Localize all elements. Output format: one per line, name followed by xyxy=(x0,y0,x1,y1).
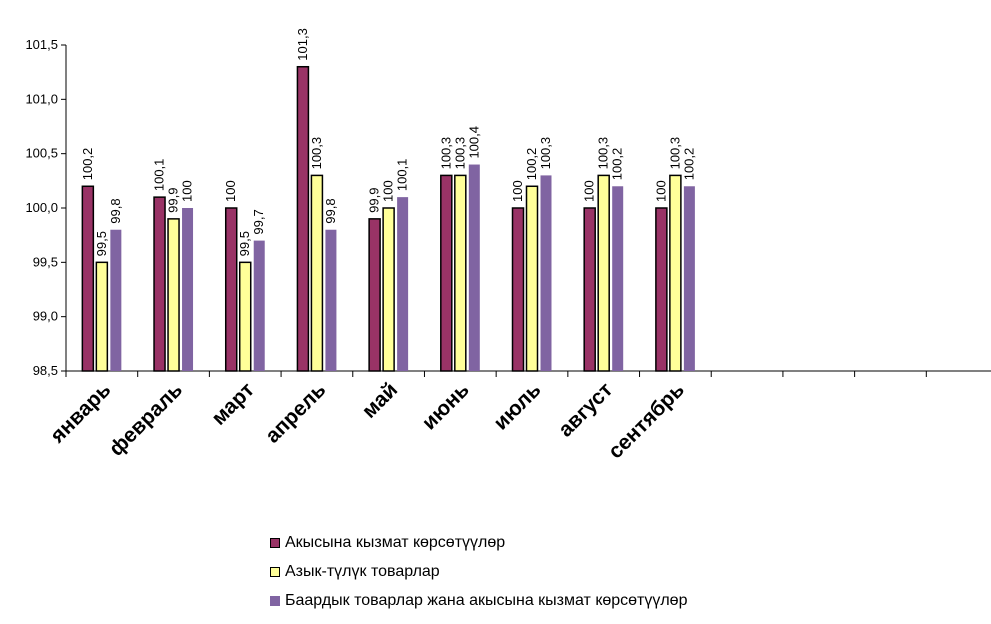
data-label: 99,5 xyxy=(237,231,252,256)
y-tick-label: 98,5 xyxy=(33,363,58,378)
data-label: 100 xyxy=(381,180,396,202)
y-tick-label: 101,5 xyxy=(25,37,58,52)
bar-series-2 xyxy=(525,185,539,372)
data-label: 100 xyxy=(223,180,238,202)
category-label: февраль xyxy=(105,378,187,460)
bar-series-1 xyxy=(224,207,238,372)
bar-series-3 xyxy=(253,240,265,371)
category-label: июль xyxy=(489,378,545,434)
y-tick-label: 100,0 xyxy=(25,200,58,215)
data-label: 100 xyxy=(582,180,597,202)
legend-item-1: Акысына кызмат көрсөтүүлөр xyxy=(270,528,870,557)
data-label: 99,8 xyxy=(108,198,123,223)
data-label: 100,3 xyxy=(596,137,611,170)
legend-swatch-3 xyxy=(270,595,280,606)
bar-series-2 xyxy=(597,174,610,372)
legend-label-2: Азык-түлүк товарлар xyxy=(285,562,440,580)
data-label: 100 xyxy=(180,180,195,202)
bar-series-2 xyxy=(167,218,180,372)
bar-series-3 xyxy=(325,229,337,371)
data-label: 99,9 xyxy=(367,188,382,213)
data-label: 100,3 xyxy=(667,137,682,170)
data-label: 100,2 xyxy=(80,148,95,181)
category-label: июнь xyxy=(418,378,474,434)
bar-series-3 xyxy=(182,208,194,371)
legend-swatch-1 xyxy=(270,537,280,548)
data-label: 100,2 xyxy=(610,148,625,181)
category-label: март xyxy=(207,378,258,429)
legend-label-3: Баардык товарлар жана акысына кызмат көр… xyxy=(285,591,688,609)
category-label: август xyxy=(554,378,617,441)
bar-series-3 xyxy=(612,186,624,371)
bar-series-2 xyxy=(95,261,109,372)
bar-series-2 xyxy=(382,207,395,372)
legend-swatch-2 xyxy=(270,566,280,577)
category-label: апрель xyxy=(261,378,330,447)
category-label: сентябрь xyxy=(604,378,689,463)
data-label: 100,3 xyxy=(538,137,553,170)
bar-series-1 xyxy=(296,65,310,372)
category-label: январь xyxy=(45,378,115,448)
bar-series-2 xyxy=(669,174,682,372)
bar-series-1 xyxy=(440,174,453,372)
data-label: 100,4 xyxy=(466,126,481,159)
y-tick-label: 101,0 xyxy=(25,91,58,106)
data-label: 100,1 xyxy=(395,159,410,192)
data-label: 100,1 xyxy=(152,159,167,192)
data-label: 101,3 xyxy=(295,28,310,61)
bar-series-3 xyxy=(110,229,122,371)
data-label: 100,3 xyxy=(309,137,324,170)
data-label: 100 xyxy=(510,180,525,202)
y-tick-label: 99,0 xyxy=(33,309,58,324)
data-label: 99,5 xyxy=(94,231,109,256)
y-tick-label: 99,5 xyxy=(33,254,58,269)
bar-series-1 xyxy=(368,218,381,372)
bar-series-2 xyxy=(238,261,252,372)
data-label: 100,3 xyxy=(438,137,453,170)
bar-series-1 xyxy=(81,185,95,372)
bar-series-3 xyxy=(397,197,409,371)
bar-series-3 xyxy=(468,164,480,371)
data-label: 100,2 xyxy=(681,148,696,181)
data-label: 99,8 xyxy=(323,198,338,223)
data-label: 99,9 xyxy=(166,188,181,213)
legend-item-3: Баардык товарлар жана акысына кызмат көр… xyxy=(270,586,870,615)
data-label: 100 xyxy=(653,180,668,202)
y-tick-label: 100,5 xyxy=(25,146,58,161)
data-label: 100,3 xyxy=(452,137,467,170)
bar-series-2 xyxy=(310,174,324,372)
bar-series-1 xyxy=(511,207,525,372)
legend-item-2: Азык-түлүк товарлар xyxy=(270,557,870,586)
bar-series-3 xyxy=(683,186,695,371)
bar-series-2 xyxy=(454,174,467,372)
bar-series-1 xyxy=(655,207,668,372)
data-label: 100,2 xyxy=(524,148,539,181)
bar-series-3 xyxy=(540,175,552,371)
data-label: 99,7 xyxy=(251,209,266,234)
bar-series-1 xyxy=(583,207,596,372)
bar-series-1 xyxy=(153,196,166,372)
category-label: май xyxy=(358,378,402,422)
legend: Акысына кызмат көрсөтүүлөр Азык-түлүк то… xyxy=(270,528,870,615)
legend-label-1: Акысына кызмат көрсөтүүлөр xyxy=(285,533,506,551)
